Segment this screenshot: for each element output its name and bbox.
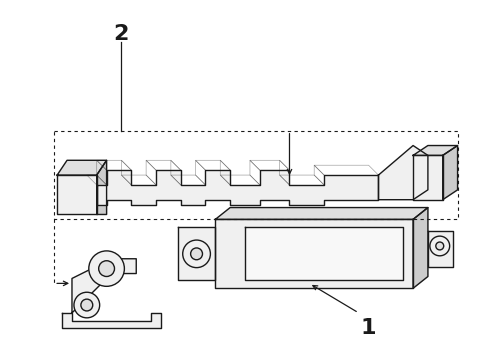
Circle shape <box>191 248 202 260</box>
Polygon shape <box>413 156 443 200</box>
Circle shape <box>81 299 93 311</box>
Circle shape <box>98 261 115 276</box>
Circle shape <box>89 251 124 286</box>
Polygon shape <box>378 145 428 200</box>
Text: 1: 1 <box>361 318 376 338</box>
Polygon shape <box>413 145 458 156</box>
Polygon shape <box>413 208 428 288</box>
Polygon shape <box>62 313 161 328</box>
Polygon shape <box>72 259 136 313</box>
Polygon shape <box>428 231 453 267</box>
Polygon shape <box>178 227 215 280</box>
Circle shape <box>183 240 210 267</box>
Circle shape <box>74 292 99 318</box>
Polygon shape <box>97 170 378 204</box>
Circle shape <box>436 242 444 250</box>
Polygon shape <box>57 160 107 175</box>
Text: 2: 2 <box>114 24 129 44</box>
Polygon shape <box>443 145 458 200</box>
Polygon shape <box>97 160 107 215</box>
Polygon shape <box>57 175 97 215</box>
Circle shape <box>430 236 450 256</box>
Polygon shape <box>245 227 403 280</box>
Polygon shape <box>215 219 413 288</box>
Polygon shape <box>215 208 428 219</box>
